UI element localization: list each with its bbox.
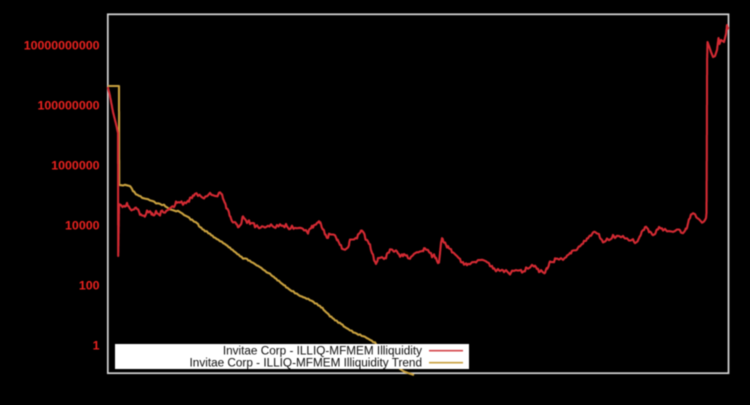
svg-text:1000000: 1000000	[51, 158, 99, 172]
svg-text:Invitae Corp - ILLIQ-MFMEM Ill: Invitae Corp - ILLIQ-MFMEM Illiquidity	[223, 345, 422, 358]
svg-text:100: 100	[79, 278, 100, 292]
svg-text:10000: 10000	[65, 218, 100, 232]
svg-text:10000000000: 10000000000	[24, 38, 100, 52]
svg-text:Invitae Corp - ILLIQ-MFMEM Ill: Invitae Corp - ILLIQ-MFMEM Illiquidity T…	[190, 357, 422, 370]
svg-text:100000000: 100000000	[37, 98, 99, 112]
svg-text:1: 1	[93, 338, 100, 352]
